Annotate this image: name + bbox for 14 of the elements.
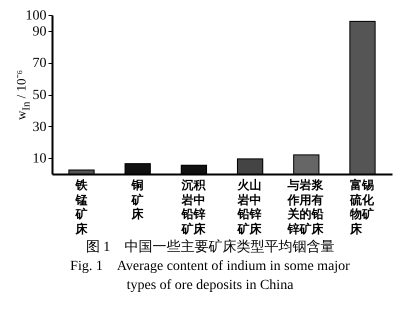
text: 图 1 中国一些主要矿床类型平均铟含量 (84, 238, 336, 257)
x-tick-label: 沉积岩中铅锌矿床 (181, 178, 206, 236)
x-tick-label: 铁锰矿床 (75, 178, 88, 236)
y-tick-label: 100 (26, 8, 46, 24)
x-tick-label: 铜矿床 (131, 178, 144, 222)
y-tick-label: 50 (32, 88, 46, 103)
y-tick-label: 90 (32, 24, 46, 40)
y-tick-label: 10 (32, 152, 46, 167)
y-tick-label: 30 (32, 120, 46, 135)
x-tick-label: 火山岩中铅锌矿床 (238, 178, 263, 236)
y-tick-label: 70 (32, 56, 46, 72)
x-tick-label: 富锡硫化物矿床 (350, 178, 375, 236)
text: Fig. 1 Average content of indium in some major types of ore deposits in China (69, 258, 351, 295)
x-tick-label: 与岩浆作用有关的铅锌矿床 (288, 178, 325, 236)
